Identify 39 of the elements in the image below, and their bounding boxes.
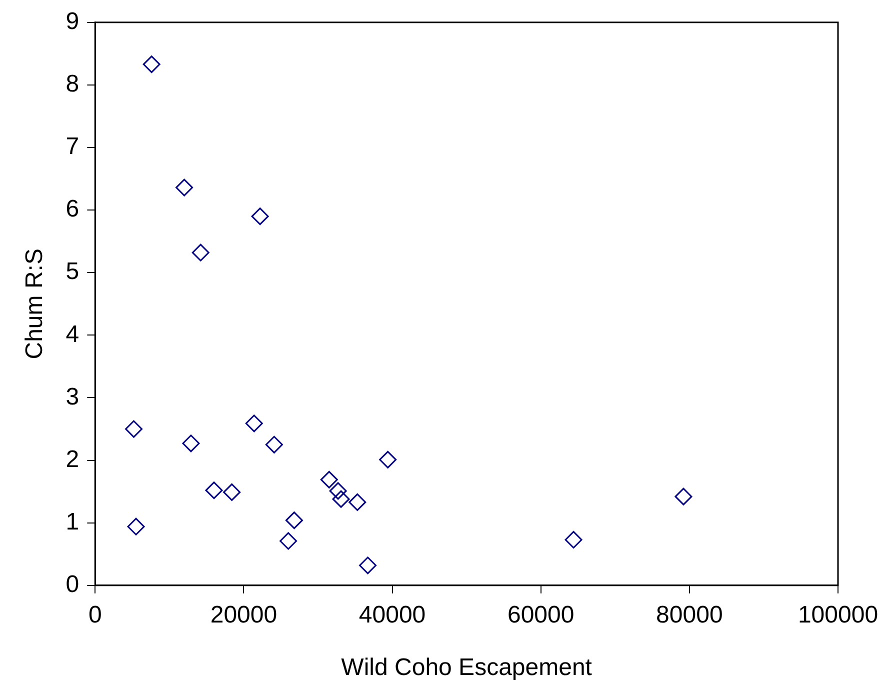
point xyxy=(379,450,397,468)
point xyxy=(223,483,241,501)
y-tick-label: 6 xyxy=(66,196,80,223)
point xyxy=(674,488,692,506)
point xyxy=(359,556,377,574)
point xyxy=(176,178,194,196)
y-tick-label: 0 xyxy=(66,571,80,598)
y-tick-label: 8 xyxy=(66,70,80,98)
point xyxy=(348,493,366,511)
point xyxy=(142,56,160,74)
y-tick-label: 3 xyxy=(66,383,80,410)
y-axis-title: Chum R:S xyxy=(21,248,48,360)
point xyxy=(205,482,223,500)
point xyxy=(564,530,582,548)
point xyxy=(332,490,350,508)
point xyxy=(280,532,298,550)
y-tick-label: 7 xyxy=(66,133,80,160)
x-tick-label: 80000 xyxy=(656,601,723,628)
point xyxy=(265,436,283,454)
x-tick-label: 20000 xyxy=(210,601,278,628)
x-tick-label: 100000 xyxy=(798,601,878,628)
x-axis-title: Wild Coho Escapement xyxy=(341,654,592,682)
y-tick-label: 2 xyxy=(66,446,80,473)
x-tick-label: 0 xyxy=(88,601,102,628)
point xyxy=(329,482,347,500)
y-tick-label: 1 xyxy=(66,508,80,536)
point xyxy=(182,434,200,452)
y-tick-label: 5 xyxy=(66,258,80,286)
y-tick-label: 4 xyxy=(66,320,80,348)
point xyxy=(245,414,263,432)
x-tick-label: 60000 xyxy=(507,601,574,628)
x-tick-label: 40000 xyxy=(358,601,426,628)
point xyxy=(192,244,210,262)
y-tick-label: 9 xyxy=(66,8,80,36)
point xyxy=(125,420,143,438)
point xyxy=(127,518,145,536)
point xyxy=(320,470,338,488)
point xyxy=(251,208,269,226)
point xyxy=(285,512,303,530)
